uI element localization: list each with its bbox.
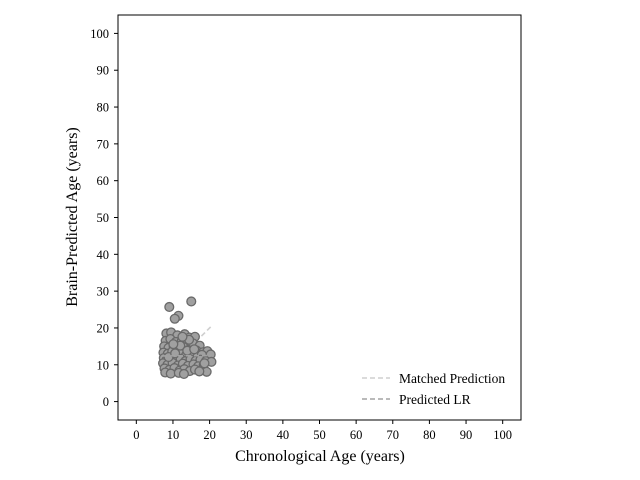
- scatter-point: [189, 344, 200, 355]
- scatter-point: [178, 368, 189, 380]
- x-tick-label: 20: [203, 428, 216, 442]
- y-tick-label: 10: [97, 358, 110, 372]
- x-tick-label: 60: [350, 428, 363, 442]
- x-tick-label: 100: [493, 428, 512, 442]
- x-tick-label: 90: [460, 428, 473, 442]
- y-tick-label: 0: [103, 395, 109, 409]
- x-tick-label: 40: [277, 428, 290, 442]
- x-axis-title: Chronological Age (years): [235, 448, 405, 465]
- x-tick-label: 10: [167, 428, 180, 442]
- y-tick-label: 40: [97, 248, 110, 262]
- scatter-point: [169, 313, 180, 324]
- scatter-point: [177, 331, 188, 342]
- scatter-point: [164, 301, 175, 313]
- x-tick-label: 80: [423, 428, 436, 442]
- scatter-point: [194, 366, 205, 377]
- scatter-point: [168, 339, 179, 350]
- y-axis-ticks: 0 10 20 30 40 50 60 70 80 90 100: [90, 27, 118, 409]
- legend-matched-label: Matched Prediction: [399, 371, 505, 386]
- y-tick-label: 60: [97, 174, 110, 188]
- y-tick-label: 80: [97, 101, 110, 115]
- y-tick-label: 90: [97, 64, 110, 78]
- x-tick-label: 0: [133, 428, 139, 442]
- y-tick-label: 100: [90, 27, 109, 41]
- y-tick-label: 50: [97, 211, 110, 225]
- scatter-point: [199, 358, 210, 369]
- y-tick-label: 30: [97, 285, 110, 299]
- y-axis-title: Brain-Predicted Age (years): [64, 127, 81, 306]
- y-tick-label: 70: [97, 137, 110, 151]
- y-tick-label: 20: [97, 321, 110, 335]
- scatter-points: [158, 296, 217, 380]
- x-tick-label: 30: [240, 428, 253, 442]
- legend-lr-label: Predicted LR: [399, 392, 471, 407]
- scatter-point: [186, 296, 197, 307]
- legend: Matched Prediction Predicted LR: [362, 371, 505, 407]
- x-tick-label: 50: [313, 428, 326, 442]
- x-axis-ticks: 0 10 20 30 40 50 60 70 80 90 100: [133, 420, 512, 442]
- x-tick-label: 70: [387, 428, 400, 442]
